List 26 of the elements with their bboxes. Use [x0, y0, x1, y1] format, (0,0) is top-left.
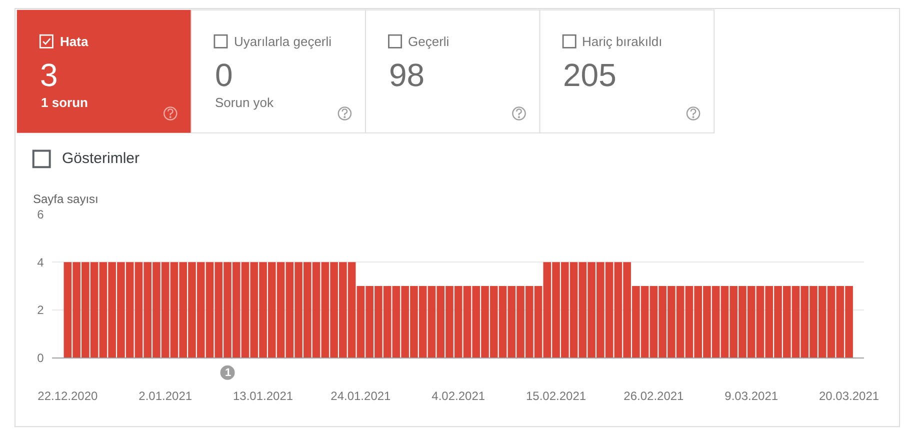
text: Sorun yok: [215, 95, 274, 110]
text: Hata: [60, 34, 89, 49]
x-tick-label: 2.01.2021: [138, 389, 192, 404]
x-tick-label: 15.02.2021: [526, 389, 586, 404]
y-tick-label: 6: [37, 208, 44, 222]
text: Uyarılarla geçerli: [234, 34, 332, 49]
x-tick-label: 13.01.2021: [232, 389, 294, 404]
x-tick-label: 20.03.2021: [819, 389, 880, 404]
x-tick-label: 26.02.2021: [624, 389, 684, 404]
x-tick-label: 4.02.2021: [432, 389, 486, 404]
data-label: 205: [563, 57, 616, 93]
x-tick-label: 9.03.2021: [724, 389, 778, 404]
text: Gösterimler: [62, 150, 140, 167]
y-tick-label: 4: [37, 255, 44, 270]
text: Geçerli: [408, 34, 450, 49]
y-axis-title: Sayfa sayısı: [33, 192, 98, 206]
data-label: 0: [215, 57, 233, 93]
text: 1: [225, 367, 232, 379]
text: 1 sorun: [41, 95, 88, 110]
data-label: 98: [389, 57, 425, 93]
x-tick-label: 22.12.2020: [38, 389, 98, 404]
x-tick-label: 24.01.2021: [330, 389, 392, 404]
y-tick-label: 0: [37, 350, 44, 365]
text: Hariç bırakıldı: [582, 34, 662, 49]
data-label: 3: [40, 57, 58, 93]
y-tick-label: 2: [37, 303, 44, 318]
